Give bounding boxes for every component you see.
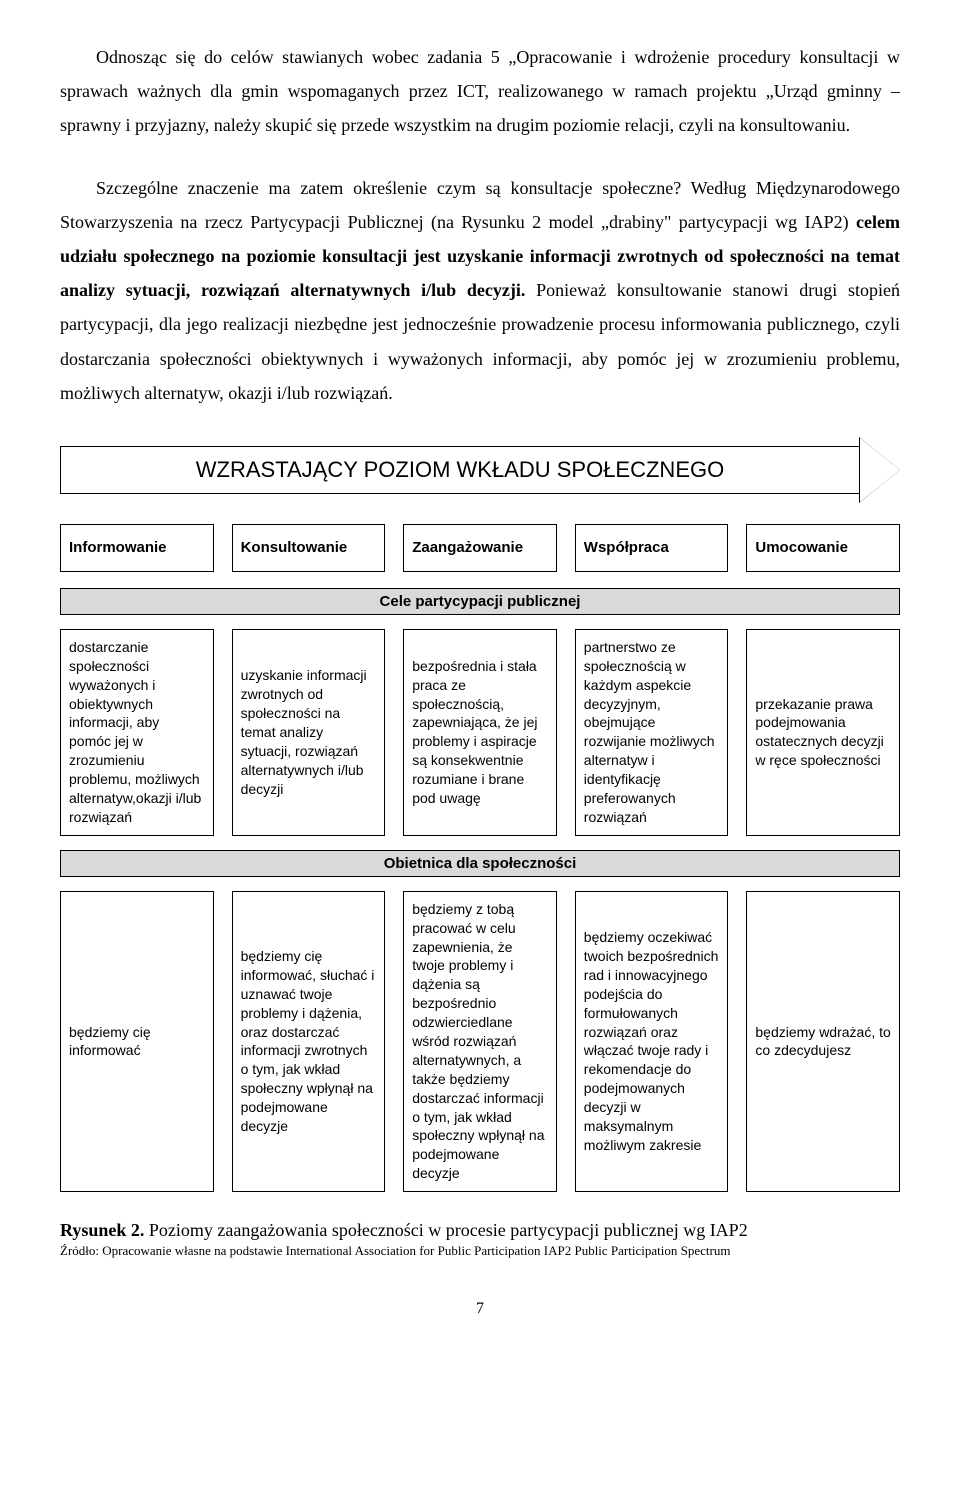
- promise-row: będziemy cię informować będziemy cię inf…: [60, 891, 900, 1192]
- promise-cell: będziemy oczekiwać twoich bezpośrednich …: [575, 891, 729, 1192]
- header-umocowanie: Umocowanie: [746, 524, 900, 572]
- goal-cell: bezpośrednia i stała praca ze społecznoś…: [403, 629, 557, 836]
- para-part-1: Odnosząc się do celów stawianych wobec z…: [60, 47, 900, 135]
- para-part-2: Szczególne znaczenie ma zatem określenie…: [60, 178, 900, 232]
- promise-cell: będziemy z tobą pracować w celu zapewnie…: [403, 891, 557, 1192]
- goal-cell: partnerstwo ze społecznością w każdym as…: [575, 629, 729, 836]
- arrow-head-icon: [860, 438, 900, 502]
- header-konsultowanie: Konsultowanie: [232, 524, 386, 572]
- goal-cell: przekazanie prawa podejmowania ostateczn…: [746, 629, 900, 836]
- header-informowanie: Informowanie: [60, 524, 214, 572]
- header-zaangazowanie: Zaangażowanie: [403, 524, 557, 572]
- promise-cell: będziemy cię informować, słuchać i uznaw…: [232, 891, 386, 1192]
- caption-label: Rysunek 2.: [60, 1220, 144, 1240]
- arrow-banner: WZRASTAJĄCY POZIOM WKŁADU SPOŁECZNEGO: [60, 438, 900, 502]
- promise-cell: będziemy cię informować: [60, 891, 214, 1192]
- arrow-label: WZRASTAJĄCY POZIOM WKŁADU SPOŁECZNEGO: [60, 446, 860, 494]
- figure-caption: Rysunek 2. Poziomy zaangażowania społecz…: [60, 1220, 900, 1241]
- goal-cell: dostarczanie społeczności wyważonych i o…: [60, 629, 214, 836]
- figure-source: Źródło: Opracowanie własne na podstawie …: [60, 1243, 900, 1260]
- section-goals-title: Cele partycypacji publicznej: [60, 588, 900, 615]
- caption-text: Poziomy zaangażowania społeczności w pro…: [144, 1220, 747, 1240]
- section-promise-title: Obietnica dla społeczności: [60, 850, 900, 877]
- goals-row: dostarczanie społeczności wyważonych i o…: [60, 629, 900, 836]
- header-wspolpraca: Współpraca: [575, 524, 729, 572]
- goal-cell: uzyskanie informacji zwrotnych od społec…: [232, 629, 386, 836]
- promise-cell: będziemy wdrażać, to co zdecydujesz: [746, 891, 900, 1192]
- main-paragraph: Odnosząc się do celów stawianych wobec z…: [60, 40, 900, 143]
- header-row: Informowanie Konsultowanie Zaangażowanie…: [60, 524, 900, 572]
- page-number: 7: [60, 1300, 900, 1318]
- main-paragraph-2: Szczególne znaczenie ma zatem określenie…: [60, 171, 900, 410]
